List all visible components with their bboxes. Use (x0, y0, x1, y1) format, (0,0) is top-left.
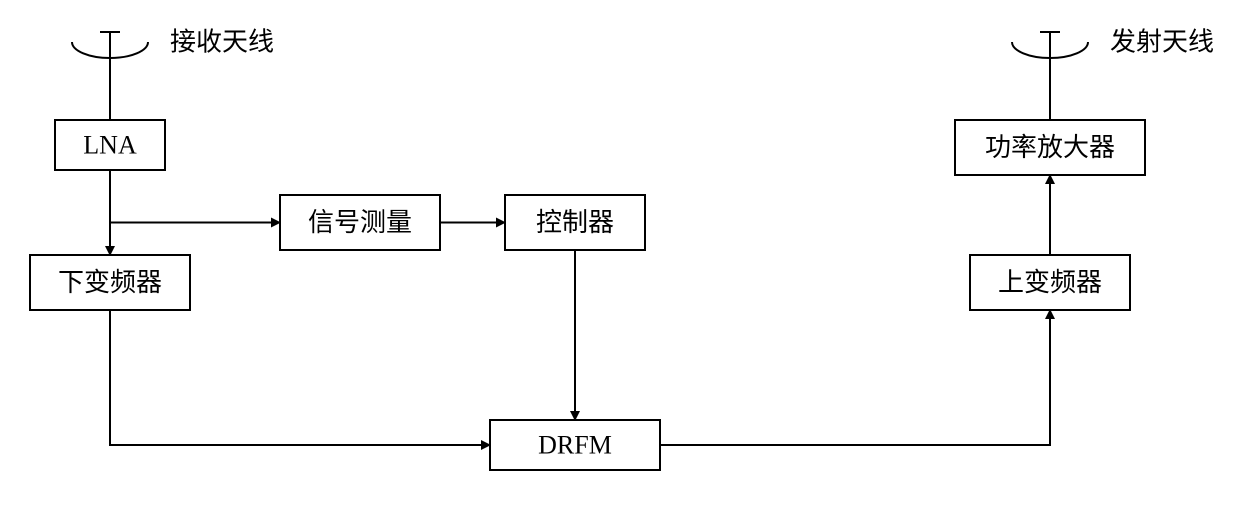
controller-label: 控制器 (536, 208, 614, 237)
drfm-label: DRFM (538, 431, 612, 460)
tx-antenna-label: 发射天线 (1110, 28, 1214, 57)
lna-label: LNA (83, 131, 137, 160)
upconv-label: 上变频器 (998, 268, 1102, 297)
edge-downconv-drfm (110, 310, 490, 445)
downconv-label: 下变频器 (58, 268, 162, 297)
edge-drfm-upconv (660, 310, 1050, 445)
pa-label: 功率放大器 (985, 133, 1115, 162)
sigmeas-label: 信号测量 (308, 208, 412, 237)
rx-antenna-label: 接收天线 (170, 28, 274, 57)
